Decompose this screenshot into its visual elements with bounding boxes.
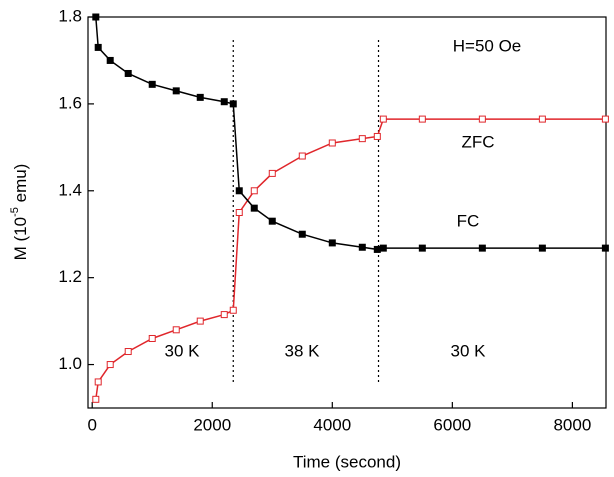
series-marker	[92, 13, 100, 21]
series-marker	[92, 395, 100, 403]
series-marker	[358, 135, 366, 143]
series-marker	[538, 115, 546, 123]
y-tick-label: 1.8	[58, 6, 82, 25]
series-marker	[379, 244, 387, 252]
series-marker	[148, 334, 156, 342]
series-marker	[478, 115, 486, 123]
y-tick-label: 1.0	[58, 354, 82, 373]
y-label-superscript: -5	[9, 207, 21, 217]
annotation: 38 K	[285, 341, 321, 360]
series-marker	[172, 326, 180, 334]
y-label-part: M (10	[11, 217, 30, 260]
x-tick-label: 8000	[553, 415, 591, 434]
series-marker	[601, 244, 609, 252]
annotation: H=50 Oe	[453, 36, 522, 55]
series-marker	[298, 230, 306, 238]
series-marker	[373, 245, 381, 253]
series-marker	[478, 244, 486, 252]
x-tick-label: 2000	[193, 415, 231, 434]
y-tick-label: 1.6	[58, 93, 82, 112]
series-marker	[298, 152, 306, 160]
series-marker	[124, 348, 132, 356]
series-marker	[220, 98, 228, 106]
series-marker	[172, 87, 180, 95]
series-marker	[94, 378, 102, 386]
plot-frame	[87, 16, 607, 409]
x-tick-label: 0	[87, 415, 96, 434]
series-marker	[229, 306, 237, 314]
y-axis-label: M (10-5 emu)	[9, 164, 31, 261]
series-marker	[268, 217, 276, 225]
series-marker	[124, 69, 132, 77]
series-marker	[235, 209, 243, 216]
series-marker	[220, 311, 228, 319]
x-tick-label: 4000	[313, 415, 351, 434]
series-marker	[538, 244, 546, 252]
y-label-part: emu)	[11, 164, 30, 207]
series-marker	[250, 187, 258, 195]
y-tick-label: 1.4	[58, 180, 82, 199]
y-tick-label: 1.2	[58, 267, 82, 286]
x-tick-label: 6000	[433, 415, 471, 434]
series-label: FC	[457, 211, 480, 230]
series-marker	[379, 115, 387, 123]
series-marker	[196, 93, 204, 101]
series-marker	[106, 361, 114, 369]
annotation: 30 K	[451, 341, 487, 360]
series-marker	[328, 139, 336, 147]
series-marker	[418, 244, 426, 252]
series-marker	[229, 100, 237, 108]
annotation: 30 K	[165, 341, 201, 360]
series-marker	[106, 56, 114, 64]
series-marker	[358, 243, 366, 251]
series-marker	[250, 204, 258, 212]
series-marker	[601, 115, 609, 123]
series-marker	[373, 132, 381, 140]
x-axis-label: Time (second)	[293, 452, 401, 471]
series-marker	[94, 43, 102, 51]
series-label: ZFC	[461, 132, 494, 151]
series-line	[95, 16, 606, 251]
series-marker	[235, 187, 243, 195]
series-marker	[328, 239, 336, 247]
series-marker	[418, 115, 426, 123]
series-marker	[196, 317, 204, 325]
series-marker	[148, 80, 156, 88]
series-marker	[268, 169, 276, 177]
